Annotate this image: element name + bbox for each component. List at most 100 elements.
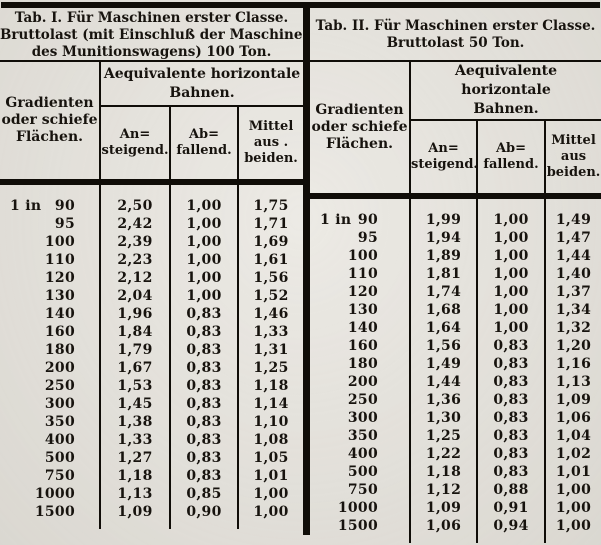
value-cell: 1,71 [236, 215, 304, 233]
gradient-column-header: Gradienten oder schiefe Flächen. [310, 62, 411, 199]
value-cell: 1,33 [236, 323, 304, 341]
gradient-cell: 500 [0, 449, 100, 467]
table-row: 120 2,12 1,00 1,56 [0, 269, 304, 287]
ascending-column-header: An= steigend. [410, 120, 478, 199]
gradient-cell: 1500 [310, 517, 410, 535]
sub-header-line: Mittel [551, 133, 596, 148]
value-cell: 1,31 [236, 341, 304, 359]
gradient-value: 200 [44, 360, 75, 376]
value-cell: 1,27 [99, 449, 170, 467]
table-2-title: Tab. II. Für Maschinen erster Classe. Br… [310, 8, 601, 62]
table-row: 500 1,18 0,83 1,01 [310, 463, 601, 481]
value-cell: 1,16 [543, 355, 601, 373]
table-row: 180 1,49 0,83 1,16 [310, 355, 601, 373]
table-row: 1000 1,09 0,91 1,00 [310, 499, 601, 517]
table-row: 1500 1,06 0,94 1,00 [310, 517, 601, 535]
sub-header-line: Ab= [495, 141, 527, 156]
rule-tail-row [310, 535, 601, 543]
table-row: 1 in 90 1,99 1,00 1,49 [310, 196, 601, 229]
table-row: 350 1,38 0,83 1,10 [0, 413, 304, 431]
value-cell: 1,18 [409, 463, 477, 481]
value-cell: 1,34 [543, 301, 601, 319]
table-2-title-line-1: Tab. II. Für Maschinen erster Classe. [315, 18, 596, 34]
sub-header-line: beiden. [244, 151, 298, 166]
span-header-line: Aequivalente horizontale [454, 63, 558, 98]
sub-header-line: beiden. [546, 165, 601, 180]
table-row: 140 1,96 0,83 1,46 [0, 305, 304, 323]
gradient-value: 300 [347, 410, 378, 426]
value-cell: 1,18 [99, 467, 170, 485]
value-cell: 1,06 [543, 409, 601, 427]
value-cell: 1,00 [543, 499, 601, 517]
table-row: 100 1,89 1,00 1,44 [310, 247, 601, 265]
span-header-line: Bahnen. [169, 84, 235, 101]
value-cell: 0,83 [169, 395, 238, 413]
sub-header-line: steigend. [411, 157, 478, 172]
table-row: 160 1,56 0,83 1,20 [310, 337, 601, 355]
gradient-value: 90 [54, 198, 75, 214]
value-cell: 1,36 [409, 391, 477, 409]
rule-tail-cell [169, 521, 238, 529]
value-cell: 0,83 [169, 449, 238, 467]
value-cell: 0,83 [476, 355, 545, 373]
gradient-value: 200 [347, 374, 378, 390]
table-row: 110 1,81 1,00 1,40 [310, 265, 601, 283]
sub-header-line: Mittel [248, 119, 294, 134]
descending-column-header: Ab= fallend. [169, 106, 238, 185]
value-cell: 1,00 [476, 196, 545, 229]
value-cell: 1,12 [409, 481, 477, 499]
gradient-value: 140 [347, 320, 378, 336]
gradient-cell: 400 [310, 445, 410, 463]
value-cell: 1,32 [543, 319, 601, 337]
sub-header-line: fallend. [176, 143, 232, 158]
table-row: 400 1,22 0,83 1,02 [310, 445, 601, 463]
descending-column-header: Ab= fallend. [476, 120, 545, 199]
equivalent-horizontal-header: Aequivalente horizontale Bahnen. [410, 62, 601, 121]
value-cell: 0,83 [169, 467, 238, 485]
gradient-cell: 120 [310, 283, 410, 301]
gradient-value: 130 [44, 288, 75, 304]
value-cell: 1,96 [99, 305, 170, 323]
gradient-cell: 180 [310, 355, 410, 373]
gradient-value: 750 [44, 468, 75, 484]
gradient-value: 180 [347, 356, 378, 372]
table-row: 250 1,53 0,83 1,18 [0, 377, 304, 395]
value-cell: 1,68 [409, 301, 477, 319]
gradient-cell: 130 [310, 301, 410, 319]
table-row: 300 1,45 0,83 1,14 [0, 395, 304, 413]
value-cell: 1,56 [409, 337, 477, 355]
mean-column-header: Mittel aus beiden. [543, 120, 601, 199]
value-cell: 1,00 [169, 233, 238, 251]
table-row: 1 in 90 2,50 1,00 1,75 [0, 182, 304, 215]
sub-header-line: aus . [253, 135, 289, 150]
gradient-value: 100 [44, 234, 75, 250]
gradient-cell: 100 [0, 233, 100, 251]
value-cell: 1,75 [236, 182, 304, 215]
value-cell: 1,00 [169, 182, 238, 215]
value-cell: 0,90 [169, 503, 238, 521]
gradient-cell: 350 [310, 427, 410, 445]
value-cell: 2,39 [99, 233, 170, 251]
value-cell: 1,00 [543, 517, 601, 535]
table-1-title: Tab. I. Für Maschinen erster Classe. Bru… [0, 8, 303, 62]
value-cell: 0,83 [169, 323, 238, 341]
value-cell: 1,22 [409, 445, 477, 463]
value-cell: 0,83 [476, 463, 545, 481]
gradient-value: 90 [357, 212, 378, 228]
gradient-cell: 350 [0, 413, 100, 431]
value-cell: 0,83 [476, 337, 545, 355]
gradient-cell: 300 [0, 395, 100, 413]
value-cell: 1,99 [409, 196, 477, 229]
value-cell: 1,00 [169, 269, 238, 287]
table-row: 200 1,67 0,83 1,25 [0, 359, 304, 377]
value-cell: 1,09 [409, 499, 477, 517]
gradient-value: 350 [44, 414, 75, 430]
center-divider-rule [303, 8, 310, 535]
value-cell: 1,05 [236, 449, 304, 467]
value-cell: 0,83 [169, 377, 238, 395]
gradient-header-line: oder schiefe [1, 112, 98, 128]
value-cell: 1,01 [543, 463, 601, 481]
value-cell: 1,33 [99, 431, 170, 449]
value-cell: 0,83 [476, 391, 545, 409]
sub-header-line: steigend. [101, 143, 169, 158]
